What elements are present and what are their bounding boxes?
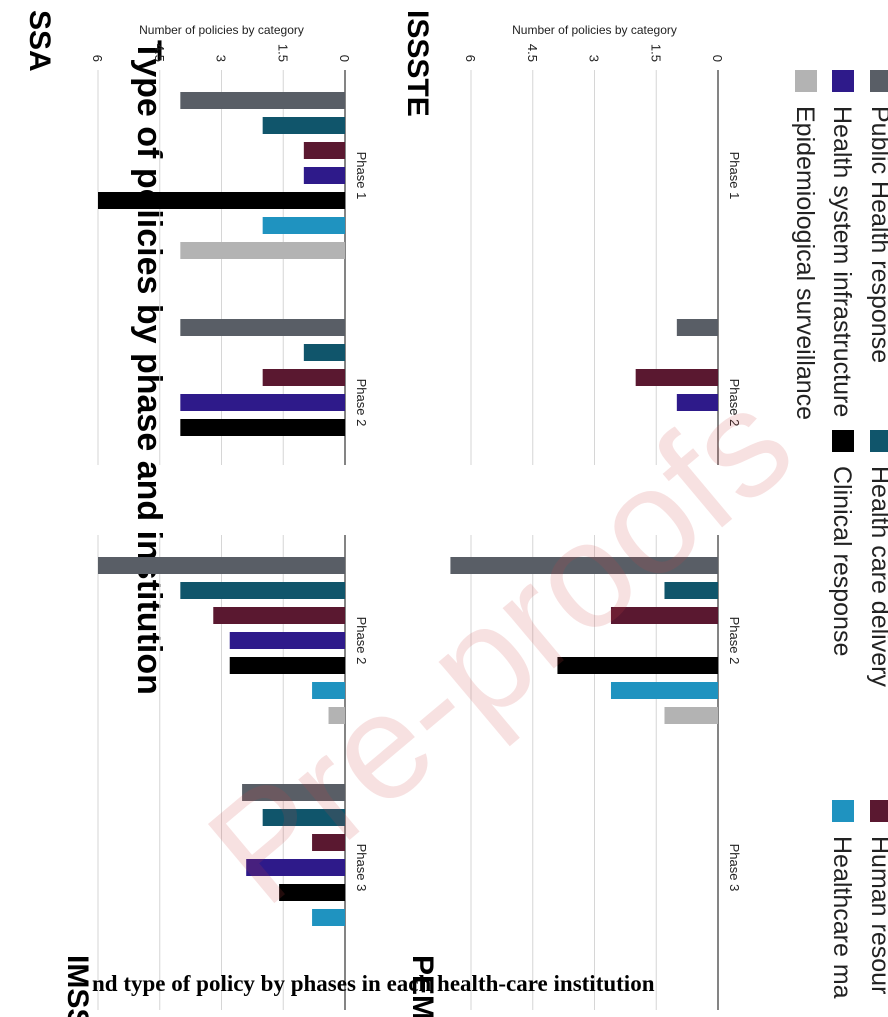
bar — [303, 167, 345, 184]
legend-label: Healthcare ma — [828, 836, 856, 999]
bar — [180, 582, 345, 599]
legend-label: Human resour — [866, 836, 888, 994]
bar — [213, 607, 345, 624]
panel-title: PEMEX — [406, 955, 439, 1017]
bar — [229, 632, 345, 649]
legend: Public Health response Health care delive… — [791, 70, 888, 999]
y-tick-label: 6 — [90, 55, 105, 62]
legend-item: Public Health response — [866, 70, 888, 363]
bar — [262, 809, 345, 826]
x-tick-label: Phase 3 — [727, 844, 742, 892]
legend-swatch — [870, 430, 888, 452]
x-tick-label: Phase 2 — [727, 617, 742, 665]
figure-title: Type of policies by phase and institutio… — [130, 40, 168, 695]
legend-item: Clinical response — [828, 430, 856, 656]
bar — [180, 419, 345, 436]
x-tick-label: Phase 2 — [354, 617, 369, 665]
legend-label: Epidemiological surveillance — [791, 106, 819, 420]
bar — [279, 884, 345, 901]
legend-label: Public Health response — [866, 106, 888, 363]
y-tick-label: 3 — [214, 55, 229, 62]
rotated-figure: Type of policies by phase and institutio… — [23, 10, 888, 1017]
bar — [664, 582, 718, 599]
y-axis-label: Number of policies by category — [512, 23, 677, 37]
legend-label: Health system infrastructure — [828, 106, 856, 417]
y-tick-label: 1.5 — [275, 44, 290, 62]
legend-label: Clinical response — [828, 466, 856, 656]
bar — [180, 92, 345, 109]
chart-panel-issste: 0 1.5 3 4.5 6 Number of policies by category I… — [401, 10, 742, 465]
chart-panel-ssa: 0 1.5 3 4.5 6 Number of policies by category S… — [23, 10, 369, 465]
bar — [180, 319, 345, 336]
legend-item: Health system infrastructure — [828, 70, 856, 417]
y-tick-label: 0 — [337, 55, 352, 62]
bar — [557, 657, 718, 674]
x-tick-label: Phase 2 — [727, 379, 742, 427]
panel-title: SSA — [23, 10, 56, 72]
bar — [262, 217, 345, 234]
bar — [229, 657, 345, 674]
legend-swatch — [795, 70, 817, 92]
legend-swatch — [832, 430, 854, 452]
legend-item: Healthcare ma — [828, 800, 856, 999]
x-tick-label: Phase 2 — [354, 379, 369, 427]
bar — [242, 784, 345, 801]
bar — [610, 607, 718, 624]
chart-panel-pemex: PEMEX Phase 2 Phase 3 — [406, 535, 742, 1017]
y-tick-label: 3 — [587, 55, 602, 62]
y-tick-label: 1.5 — [648, 44, 663, 62]
x-tick-label: Phase 3 — [354, 844, 369, 892]
legend-swatch — [870, 70, 888, 92]
bar — [246, 859, 345, 876]
bar — [312, 909, 345, 926]
chart-panel-imss: IMSS Phase 2 Phase 3 — [61, 535, 369, 1017]
bar — [676, 394, 718, 411]
x-tick-label: Phase 1 — [727, 152, 742, 200]
legend-swatch — [870, 800, 888, 822]
y-tick-label: 0 — [710, 55, 725, 62]
bar — [328, 707, 345, 724]
legend-item: Health care delivery — [866, 430, 888, 687]
y-tick-label: 4.5 — [152, 44, 167, 62]
bar — [312, 834, 345, 851]
bar — [312, 682, 345, 699]
bar — [180, 242, 345, 259]
legend-label: Health care delivery — [866, 466, 888, 687]
chart-panels: 0 1.5 3 4.5 6 Number of policies by category S… — [23, 10, 742, 1017]
bar — [303, 142, 345, 159]
panel-title: IMSS — [61, 955, 94, 1017]
bar — [262, 117, 345, 134]
bar — [262, 369, 345, 386]
bar — [635, 369, 718, 386]
legend-item: Human resour — [866, 800, 888, 994]
bar — [610, 682, 718, 699]
bar — [180, 394, 345, 411]
bar — [303, 344, 345, 361]
y-axis-label: Number of policies by category — [139, 23, 304, 37]
panel-title: ISSSTE — [401, 10, 434, 117]
legend-swatch — [832, 70, 854, 92]
legend-item: Epidemiological surveillance — [791, 70, 819, 420]
x-tick-label: Phase 1 — [354, 152, 369, 200]
bar — [676, 319, 718, 336]
y-tick-label: 4.5 — [525, 44, 540, 62]
figure-caption: nd type of policy by phases in each heal… — [92, 971, 655, 996]
legend-swatch — [832, 800, 854, 822]
bar — [450, 557, 718, 574]
bar — [98, 557, 345, 574]
y-tick-label: 6 — [463, 55, 478, 62]
bar — [98, 192, 345, 209]
bar — [664, 707, 718, 724]
